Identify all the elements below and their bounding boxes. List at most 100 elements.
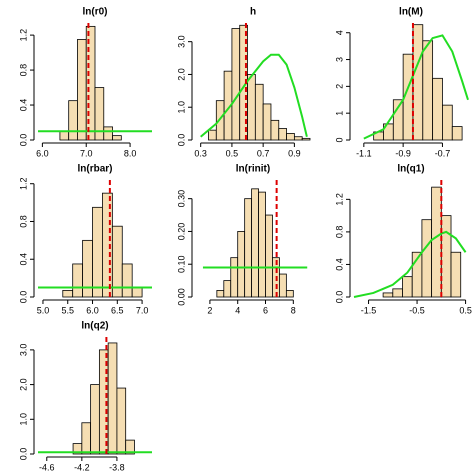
x-tick-label: 4 bbox=[235, 305, 240, 315]
bar bbox=[392, 288, 403, 298]
x-tick-label: 2 bbox=[207, 305, 212, 315]
x-tick-label: 8.0 bbox=[124, 148, 137, 158]
bar bbox=[237, 231, 246, 298]
bar bbox=[92, 206, 103, 298]
y-tick-label: 0.8 bbox=[18, 215, 28, 228]
x-tick-label: 6.5 bbox=[111, 305, 124, 315]
x-tick-label: -1.1 bbox=[356, 148, 372, 158]
y-tick-label: 1 bbox=[334, 111, 344, 116]
bar bbox=[431, 186, 442, 298]
y-tick-label: 0.8 bbox=[334, 226, 344, 239]
bar bbox=[215, 100, 225, 141]
y-tick-label: 1.2 bbox=[334, 193, 344, 206]
y-tick-label: 1.0 bbox=[18, 413, 28, 426]
bar bbox=[111, 225, 123, 298]
panel-title: ln(rinit) bbox=[236, 164, 270, 175]
y-tick-label: 0.0 bbox=[334, 291, 344, 304]
bar bbox=[107, 342, 118, 455]
y-tick-label: 0.0 bbox=[176, 134, 186, 147]
y-tick-label: 0.20 bbox=[176, 223, 186, 241]
bar bbox=[90, 384, 100, 455]
bar bbox=[103, 126, 113, 141]
bar bbox=[421, 219, 433, 298]
bar bbox=[247, 74, 256, 141]
panel-title: ln(M) bbox=[399, 7, 423, 18]
x-tick-label: 6 bbox=[263, 305, 268, 315]
bar bbox=[442, 104, 453, 141]
y-tick-label: 0.4 bbox=[334, 258, 344, 271]
y-tick-label: 3.0 bbox=[176, 35, 186, 48]
x-tick-label: 5.0 bbox=[37, 305, 50, 315]
bar bbox=[412, 24, 424, 141]
y-tick-label: 2.0 bbox=[176, 68, 186, 81]
x-tick-label: -1.5 bbox=[361, 305, 377, 315]
bar bbox=[440, 215, 452, 298]
bar bbox=[265, 214, 273, 298]
bar bbox=[422, 40, 434, 141]
y-tick-label: 1.2 bbox=[18, 177, 28, 190]
bar bbox=[262, 103, 272, 141]
prior-curve bbox=[353, 230, 467, 298]
y-tick-label: 0.8 bbox=[18, 64, 28, 77]
bar bbox=[231, 28, 241, 141]
bar bbox=[254, 83, 264, 141]
bar bbox=[402, 276, 413, 298]
y-tick-label: 2.0 bbox=[18, 378, 28, 391]
x-tick-label: -4.6 bbox=[39, 462, 55, 472]
y-tick-label: 1.0 bbox=[176, 101, 186, 114]
bar bbox=[81, 422, 92, 455]
x-tick-label: 6.0 bbox=[36, 148, 49, 158]
y-tick-label: 0.10 bbox=[176, 255, 186, 273]
x-tick-label: 0.5 bbox=[226, 148, 239, 158]
y-tick-label: 3 bbox=[334, 57, 344, 62]
bar bbox=[85, 25, 96, 141]
y-tick-label: 0.0 bbox=[18, 448, 28, 461]
bar bbox=[286, 133, 295, 141]
bar bbox=[121, 263, 133, 298]
bar bbox=[285, 290, 294, 298]
panel-title: ln(q2) bbox=[81, 321, 108, 332]
bar bbox=[258, 191, 266, 298]
bar bbox=[270, 119, 280, 141]
x-tick-label: 6.0 bbox=[86, 305, 99, 315]
bar bbox=[72, 263, 84, 298]
y-tick-label: 0.0 bbox=[18, 134, 28, 147]
x-tick-label: 0.9 bbox=[288, 148, 301, 158]
bar bbox=[68, 100, 78, 141]
bar bbox=[223, 280, 232, 298]
x-tick-label: -3.8 bbox=[109, 462, 125, 472]
y-tick-label: 0.00 bbox=[176, 288, 186, 306]
bar bbox=[116, 387, 127, 455]
bar bbox=[293, 136, 303, 141]
bar bbox=[216, 290, 225, 298]
x-tick-label: 0.7 bbox=[257, 148, 270, 158]
bar bbox=[432, 77, 443, 141]
x-tick-label: -0.9 bbox=[395, 148, 411, 158]
bar bbox=[230, 257, 239, 298]
panel-title: ln(q1) bbox=[397, 164, 424, 175]
y-tick-label: 4 bbox=[334, 30, 344, 35]
prior-curve bbox=[200, 53, 308, 138]
y-tick-label: 0 bbox=[334, 137, 344, 142]
x-tick-label: 0.5 bbox=[459, 305, 472, 315]
x-tick-label: -0.5 bbox=[409, 305, 425, 315]
y-tick-label: 2 bbox=[334, 84, 344, 89]
bar bbox=[244, 198, 253, 298]
bar bbox=[112, 135, 122, 141]
x-tick-label: 7.0 bbox=[136, 305, 149, 315]
bar bbox=[278, 128, 287, 141]
x-tick-label: 5.5 bbox=[61, 305, 74, 315]
y-tick-label: 0.30 bbox=[176, 190, 186, 208]
bar bbox=[62, 289, 74, 298]
bar bbox=[451, 126, 463, 141]
panel-title: ln(r0) bbox=[83, 7, 108, 18]
bar bbox=[59, 130, 70, 141]
bar bbox=[131, 287, 143, 298]
x-tick-label: 8 bbox=[291, 305, 296, 315]
bar bbox=[450, 251, 462, 298]
bar bbox=[77, 39, 87, 141]
y-tick-label: 3.0 bbox=[18, 344, 28, 357]
panel-title: h bbox=[250, 7, 256, 18]
bar bbox=[94, 87, 105, 141]
